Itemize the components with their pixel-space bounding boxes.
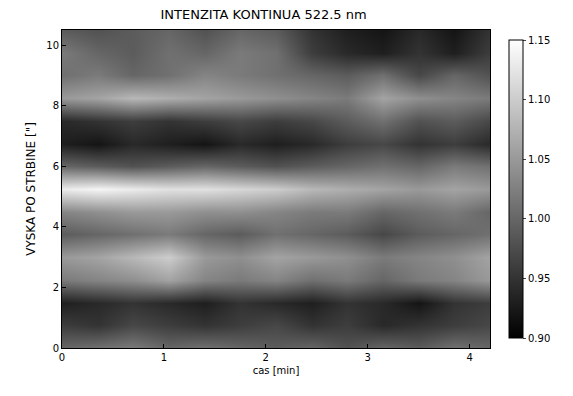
svg-text:1.05: 1.05	[528, 154, 550, 165]
svg-text:4: 4	[466, 352, 472, 363]
svg-text:8: 8	[53, 100, 59, 111]
svg-text:0: 0	[59, 352, 65, 363]
svg-text:1: 1	[161, 352, 167, 363]
svg-text:0.95: 0.95	[528, 273, 550, 284]
svg-text:1.10: 1.10	[528, 94, 550, 105]
svg-text:1.00: 1.00	[528, 213, 550, 224]
svg-text:VYSKA PO STRBINE ["]: VYSKA PO STRBINE ["]	[24, 122, 38, 256]
svg-text:4: 4	[53, 221, 59, 232]
svg-text:cas [min]: cas [min]	[253, 365, 300, 376]
svg-text:2: 2	[53, 282, 59, 293]
svg-text:0.90: 0.90	[528, 333, 550, 344]
svg-text:10: 10	[46, 40, 59, 51]
svg-text:INTENZITA KONTINUA 522.5 nm: INTENZITA KONTINUA 522.5 nm	[160, 7, 366, 22]
svg-text:1.15: 1.15	[528, 35, 550, 46]
svg-text:6: 6	[53, 161, 59, 172]
svg-text:2: 2	[263, 352, 269, 363]
svg-text:3: 3	[365, 352, 371, 363]
svg-text:0: 0	[53, 343, 59, 354]
